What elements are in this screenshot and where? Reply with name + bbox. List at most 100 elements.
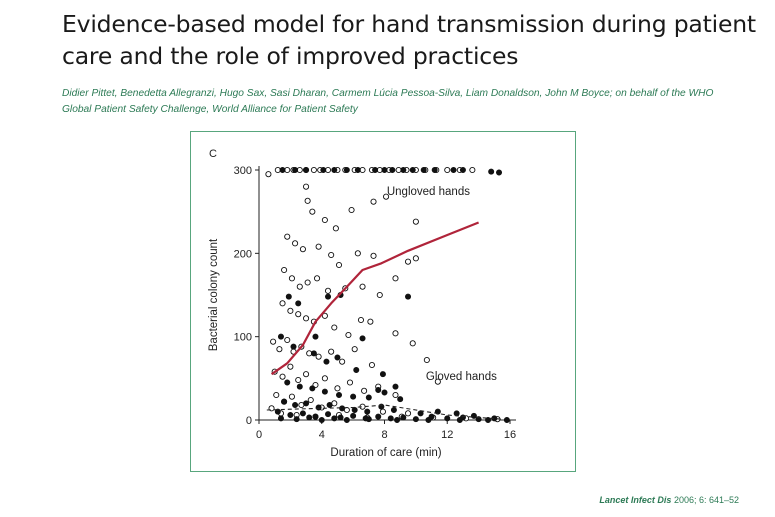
gloved-point (431, 167, 438, 174)
ungloved-point (383, 193, 390, 200)
ungloved-point (409, 340, 416, 347)
gloved-point (420, 167, 427, 174)
gloved-point (397, 396, 404, 403)
ungloved-point (434, 378, 441, 385)
gloved-point (321, 388, 328, 395)
gloved-point (375, 386, 382, 393)
gloved-point (287, 411, 294, 418)
gloved-point (350, 393, 357, 400)
citation: Lancet Infect Dis 2006; 6: 641–52 (599, 495, 739, 505)
gloved-point (375, 413, 382, 420)
ungloved-point (287, 307, 294, 314)
gloved-point (343, 416, 350, 423)
ungloved-point (310, 166, 317, 174)
gloved-point (326, 401, 333, 408)
ungloved-point (392, 330, 399, 337)
trend-lines (266, 221, 503, 420)
chart-axes: 0 4 8 12 16 0 100 200 300 (234, 165, 516, 441)
gloved-point (350, 412, 357, 419)
gloved-point (405, 293, 412, 300)
gloved-point (274, 408, 281, 415)
ungloved-point (328, 348, 335, 355)
ungloved-point (307, 396, 314, 404)
ungloved-point (354, 250, 361, 257)
ungloved-point (404, 258, 412, 265)
gloved-point (310, 350, 317, 357)
gloved-point (392, 383, 399, 390)
x-axis-label: Duration of care (min) (330, 447, 441, 459)
ungloved-point (370, 252, 377, 259)
ungloved-point (303, 315, 310, 322)
gloved-point (312, 413, 319, 420)
gloved-point (320, 167, 327, 174)
ungloved-point (315, 353, 322, 360)
y-tick-label: 100 (234, 332, 252, 344)
ungloved-point (324, 287, 332, 294)
gloved-point (303, 167, 310, 174)
gloved-point (284, 379, 291, 386)
citation-details: 2006; 6: 641–52 (671, 495, 739, 505)
ungloved-point (339, 358, 346, 365)
gloved-point (394, 416, 401, 423)
ungloved-point (265, 171, 272, 178)
ungloved-point (412, 255, 419, 262)
ungloved-point (284, 336, 291, 344)
y-tick-label: 200 (234, 248, 252, 260)
ungloved-point (321, 312, 328, 319)
gloved-point (409, 167, 416, 174)
gloved-point (488, 168, 495, 175)
gloved-point (281, 398, 288, 405)
gloved-point (381, 389, 388, 396)
gloved-point (295, 300, 302, 307)
article-title: Evidence-based model for hand transmissi… (62, 10, 756, 70)
ungloved-point (328, 251, 335, 259)
x-tick-label: 0 (256, 429, 262, 441)
ungloved-point (346, 379, 354, 386)
ungloved-point (281, 266, 288, 274)
gloved-point (503, 416, 510, 423)
ungloved-point (279, 300, 286, 307)
ungloved-point (423, 356, 430, 364)
ungloved-point (304, 279, 311, 286)
gloved-point (293, 416, 300, 423)
ungloved-point (376, 291, 383, 299)
ungloved-point (359, 283, 366, 290)
ungloved-point (284, 233, 291, 240)
ungloved-point (392, 275, 399, 282)
ungloved-point (370, 198, 377, 205)
ungloved-point (313, 275, 321, 282)
ungloved-point (367, 318, 374, 325)
gloved-point (306, 414, 313, 421)
gloved-point (456, 416, 463, 423)
gloved-point (459, 167, 466, 174)
citation-journal: Lancet Infect Dis (599, 495, 672, 505)
gloved-point (325, 293, 332, 300)
ungloved-point (332, 225, 339, 232)
ungloved-point (321, 375, 328, 382)
gloved-point (303, 400, 310, 407)
ungloved-point (345, 331, 352, 339)
ungloved-point (357, 316, 365, 324)
gloved-point (387, 415, 394, 422)
ungloved-point (404, 410, 412, 417)
gloved-point (365, 416, 372, 423)
x-tick-label: 8 (381, 429, 387, 441)
gloved-point (299, 410, 306, 417)
x-tick-label: 12 (441, 429, 453, 441)
gloved-point (372, 167, 379, 174)
ungloved-point (295, 311, 302, 318)
ungloved-point (335, 261, 343, 269)
gloved-point (334, 354, 341, 361)
gloved-point (412, 416, 419, 423)
gloved-point (381, 167, 388, 174)
gloved-point (351, 406, 358, 413)
ungloved-point (296, 283, 303, 290)
ungloved-points (265, 166, 501, 423)
ungloved-point (303, 183, 310, 190)
ungloved-point (295, 376, 302, 384)
gloved-point (359, 335, 366, 342)
gloved-point (336, 391, 343, 398)
gloved-point (323, 358, 330, 365)
gloved-point (444, 415, 451, 422)
gloved-point (296, 383, 303, 390)
